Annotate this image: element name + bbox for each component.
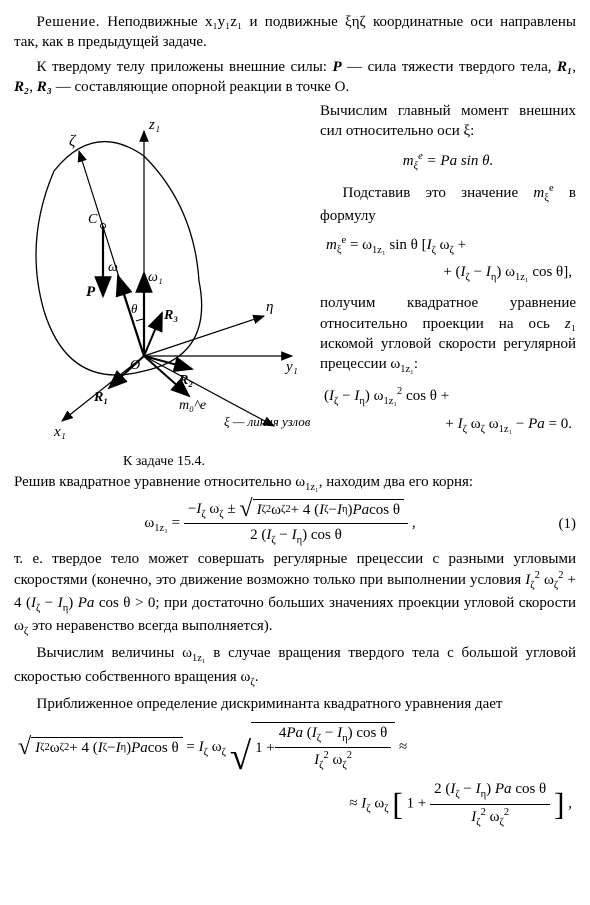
heading-word: Решение. xyxy=(37,14,100,30)
para-4: т. е. твердое тело может совершать регул… xyxy=(14,549,576,640)
para-6: Приближенное определение дискриминанта к… xyxy=(14,694,576,714)
lbl-C: C xyxy=(88,212,98,227)
para-2c: — составляющие опорной реакции в точке O… xyxy=(56,79,350,95)
lbl-x1: x₁ xyxy=(53,424,66,440)
lbl-O: O xyxy=(130,358,140,373)
lbl-zeta: ζ xyxy=(69,133,77,150)
rc-p1: Вычислим главный момент внешних сил отно… xyxy=(320,101,576,142)
lbl-omega1: ω₁ xyxy=(148,270,163,285)
eq-num: (1) xyxy=(546,514,576,534)
rc-eq3: (Iζ − Iη) ω1z₁2 cos θ + + Iζ ωζ ω1z₁ − P… xyxy=(320,385,576,436)
sym-P: P xyxy=(332,59,341,75)
lbl-z1: z₁ xyxy=(148,117,160,133)
figure-text-row: ζ z₁ η y₁ x₁ ξ — линия узлов O C P ω ω₁ … xyxy=(14,101,576,472)
lbl-R3: R₃ xyxy=(163,308,178,323)
figure-column: ζ z₁ η y₁ x₁ ξ — линия узлов O C P ω ω₁ … xyxy=(14,101,314,472)
figure-caption: К задаче 15.4. xyxy=(14,453,314,472)
lbl-xi: ξ — линия узлов xyxy=(224,414,311,429)
para-2b: — сила тяжести твердого тела, xyxy=(347,59,557,75)
rc-eq2: mξe = ω1z₁ sin θ [Iζ ωζ + + (Iζ − Iη) ω1… xyxy=(320,234,576,285)
lbl-theta: θ xyxy=(131,301,138,316)
para-3: Решив квадратное уравнение относительно … xyxy=(14,472,576,495)
para-2a: К твердому телу приложены внешние силы: xyxy=(37,59,333,75)
lbl-R2: R₂ xyxy=(178,373,193,388)
eq-main: ω1z₁ = −Iζ ωζ ± √ Iζ2 ωζ2 + 4 (Iζ − Iη) … xyxy=(14,499,576,549)
eq-discriminant: √ Iζ2 ωζ2 + 4 (Iζ − Iη) Pa cos θ = Iζ ωζ… xyxy=(14,722,576,830)
sym-R2: R₂ xyxy=(14,79,29,95)
para-5: Вычислим величины ω1z₁ в случае вращения… xyxy=(14,643,576,689)
rc-p3: получим квадратное уравнение относительн… xyxy=(320,293,576,377)
lbl-P: P xyxy=(86,284,96,300)
diagram-svg: ζ z₁ η y₁ x₁ ξ — линия узлов O C P ω ω₁ … xyxy=(14,101,314,451)
rc-eq1: mξe = Pa sin θ. xyxy=(403,153,493,169)
lbl-m0: m₀^e xyxy=(179,398,206,413)
right-text-column: Вычислим главный момент внешних сил отно… xyxy=(314,101,576,445)
lbl-omega: ω xyxy=(108,260,118,275)
sym-R3: R₃ xyxy=(37,79,52,95)
lbl-y1: y₁ xyxy=(284,359,298,375)
lbl-eta: η xyxy=(266,299,273,315)
rc-p2: Подставив это значение mξe в формулу xyxy=(320,182,576,226)
para-1: Решение. Неподвижные x₁y₁z₁ и подвижные … xyxy=(14,12,576,53)
para-2: К твердому телу приложены внешние силы: … xyxy=(14,57,576,98)
lbl-R1: R₁ xyxy=(93,390,108,405)
sym-R1: R₁ xyxy=(557,59,572,75)
